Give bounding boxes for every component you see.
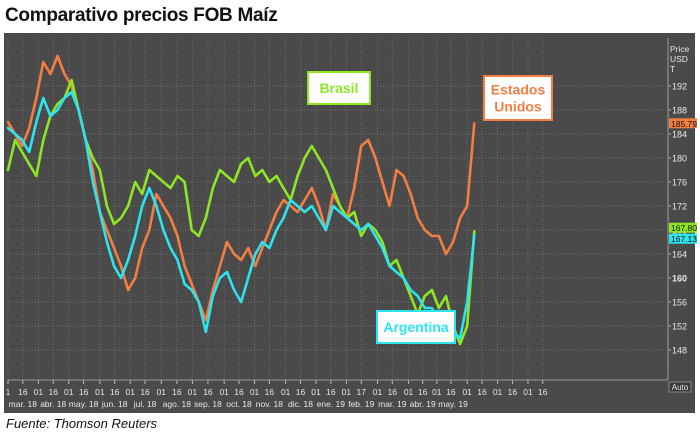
- x-day-label: 01: [188, 387, 198, 397]
- x-day-label: 16: [265, 387, 275, 397]
- x-month-label: dic. 18: [288, 399, 313, 409]
- x-month-label: abr. 19: [410, 399, 436, 409]
- x-day-label: 16: [48, 387, 58, 397]
- x-day-label: 01: [95, 387, 105, 397]
- x-day-label: 16: [79, 387, 89, 397]
- y-tick-label: 164: [672, 250, 687, 260]
- source-note: Fuente: Thomson Reuters: [6, 416, 158, 431]
- legend-box: [307, 71, 371, 105]
- legend-box: [483, 75, 553, 121]
- legend-label: Estados: [491, 82, 546, 98]
- x-day-label: 16: [296, 387, 306, 397]
- auto-box: [668, 381, 692, 393]
- last-value-bg: [669, 233, 697, 244]
- x-day-label: 16: [388, 387, 398, 397]
- y-axis-title: T: [670, 64, 675, 74]
- x-day-label: 01: [250, 387, 260, 397]
- x-month-label: abr. 18: [40, 399, 66, 409]
- y-tick-label: 156: [672, 298, 687, 308]
- x-day-label: 16: [110, 387, 120, 397]
- x-month-label: oct. 18: [226, 399, 252, 409]
- x-day-label: 01: [462, 387, 472, 397]
- x-day-label: 01: [34, 387, 44, 397]
- x-day-label: 16: [172, 387, 182, 397]
- y-tick-label: 172: [672, 202, 687, 212]
- y-axis-title: Price: [670, 44, 690, 54]
- x-day-label: 01: [523, 387, 533, 397]
- auto-label: Auto: [672, 383, 689, 392]
- y-tick-label: 192: [672, 82, 687, 92]
- y-tick-label: 184: [672, 130, 687, 140]
- x-month-label: jun. 18: [101, 399, 128, 409]
- x-day-label: 01: [404, 387, 414, 397]
- x-day-label: 16: [18, 387, 28, 397]
- x-day-label: 16: [203, 387, 213, 397]
- y-tick-label: 188: [672, 106, 687, 116]
- x-day-label: 01: [281, 387, 291, 397]
- legend-box: [376, 310, 456, 344]
- x-day-label: 01: [64, 387, 74, 397]
- x-day-label: 01: [125, 387, 135, 397]
- y-tick-label: 160: [672, 274, 687, 284]
- last-value-bg: [669, 222, 697, 233]
- y-tick-label: 180: [672, 154, 687, 164]
- last-value-text: 167.13: [671, 234, 697, 244]
- y-axis: 148152156160164168172176180184188192Pric…: [667, 38, 690, 380]
- x-month-label: mar. 18: [9, 399, 38, 409]
- x-month-label: sep. 18: [194, 399, 222, 409]
- x-month-label: jul. 18: [133, 399, 157, 409]
- series-line-brasil: [6, 78, 476, 346]
- legend-label: Argentina: [383, 319, 449, 335]
- x-day-label: 16: [477, 387, 487, 397]
- x-day-label: 16: [508, 387, 518, 397]
- x-day-label: 16: [234, 387, 244, 397]
- x-day-label: 01: [311, 387, 321, 397]
- legend-item-argentina: Argentina: [376, 310, 456, 344]
- x-day-label: 01: [219, 387, 229, 397]
- legend-item-brasil: Brasil: [307, 71, 371, 105]
- x-month-label: mar. 19: [378, 399, 407, 409]
- x-day-label: 16: [538, 387, 548, 397]
- x-day-label: 16: [418, 387, 428, 397]
- last-value-marker: 167.80: [669, 222, 697, 233]
- x-day-label: 01: [157, 387, 167, 397]
- x-month-label: ago. 18: [163, 399, 192, 409]
- last-value-marker: 185.79: [669, 118, 697, 129]
- y-tick-label: 152: [672, 322, 687, 332]
- x-month-label: may. 18: [69, 399, 99, 409]
- last-value-text: 167.80: [671, 223, 697, 233]
- x-day-label: 01: [373, 387, 383, 397]
- last-value-bg: [669, 118, 697, 129]
- series-line-argentina: [6, 90, 476, 340]
- last-value-marker: 167.13: [669, 233, 697, 244]
- x-month-label: may. 19: [438, 399, 468, 409]
- x-day-label: 17: [356, 387, 366, 397]
- x-axis: 1 16 01 16 01 16 01 16 01 16 01 16 01 16 01 16 01 16 01 16 0…: [6, 379, 692, 409]
- x-day-label: 1: [6, 387, 11, 397]
- x-day-label: 01: [432, 387, 442, 397]
- x-day-label: 01: [493, 387, 503, 397]
- legend-label: Brasil: [320, 80, 359, 96]
- legend-label: Unidos: [494, 99, 542, 115]
- last-value-text: 185.79: [671, 119, 697, 129]
- series-lines: [6, 54, 476, 346]
- x-day-label: 16: [446, 387, 456, 397]
- last-value-markers: 167.80 185.79 167.13: [669, 118, 697, 244]
- x-day-label: 16: [326, 387, 336, 397]
- x-month-label: nov. 18: [256, 399, 284, 409]
- x-month-label: feb. 19: [348, 399, 374, 409]
- x-day-label: 01: [342, 387, 352, 397]
- x-month-label: ene. 19: [317, 399, 346, 409]
- page-title: Comparativo precios FOB Maíz: [5, 5, 278, 26]
- y-tick-label: 176: [672, 178, 687, 188]
- y-tick-label: 148: [672, 346, 687, 356]
- x-day-label: 16: [140, 387, 150, 397]
- y-axis-title: USD: [670, 54, 688, 64]
